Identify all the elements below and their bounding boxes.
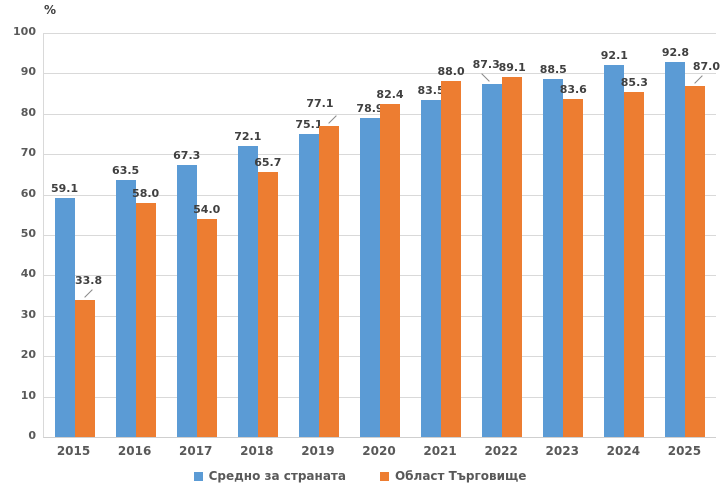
data-label-targovishte-2020: 82.4: [376, 88, 404, 102]
x-tick-label-2025: 2025: [667, 444, 702, 458]
bar-national-average-2015: [54, 198, 75, 437]
bar-national-average-2016: [115, 180, 136, 437]
bar-targovishte-2018: [257, 171, 278, 437]
x-tick-label-2017: 2017: [179, 444, 213, 458]
data-label-national-average-2025: 92.8: [661, 46, 690, 60]
bar-national-average-2020: [360, 118, 380, 437]
y-tick-label: 10: [20, 388, 36, 402]
y-tick-label: 90: [20, 65, 36, 79]
x-tick-label-2021: 2021: [423, 444, 457, 458]
bar-targovishte-2017: [196, 218, 217, 437]
data-label-targovishte-2015: 33.8: [74, 274, 103, 288]
y-tick-label: 60: [20, 186, 36, 200]
y-tick-label: 100: [13, 25, 36, 38]
data-label-targovishte-2021: 88.0: [437, 65, 465, 79]
data-label-national-average-2019: 75.1: [295, 117, 323, 131]
x-tick-label-2016: 2016: [117, 444, 152, 458]
y-tick-label: 70: [20, 146, 36, 160]
data-label-targovishte-2022: 89.1: [498, 61, 526, 75]
bar-national-average-2024: [604, 64, 625, 437]
data-label-national-average-2016: 63.5: [112, 164, 140, 178]
bar-targovishte-2015: [74, 300, 95, 437]
data-label-targovishte-2016: 58.0: [132, 186, 160, 200]
data-label-national-average-2023: 88.5: [539, 63, 567, 77]
data-label-national-average-2018: 72.1: [234, 129, 262, 143]
data-label-targovishte-2025: 87.0: [692, 59, 720, 73]
bar-targovishte-2023: [563, 99, 584, 437]
x-tick-label-2015: 2015: [56, 444, 91, 458]
data-label-targovishte-2018: 65.7: [254, 155, 282, 169]
label-leader-line: [481, 73, 490, 83]
bar-targovishte-2020: [380, 104, 400, 437]
y-tick-label: 80: [20, 105, 36, 119]
y-tick-label: 20: [20, 348, 36, 362]
y-tick-label: 50: [20, 227, 36, 240]
x-tick-label-2018: 2018: [240, 444, 274, 458]
x-tick-label-2019: 2019: [301, 444, 335, 458]
bar-targovishte-2024: [624, 92, 645, 437]
bar-national-average-2022: [482, 84, 503, 437]
bar-targovishte-2016: [135, 202, 156, 437]
legend-swatch-orange-icon: [379, 471, 389, 481]
bar-targovishte-2022: [502, 77, 523, 437]
bar-targovishte-2021: [441, 81, 462, 437]
legend-label-targovishte: Област Търговище: [394, 469, 527, 483]
data-label-national-average-2017: 67.3: [173, 149, 201, 163]
data-label-targovishte-2019: 77.1: [306, 96, 334, 110]
data-label-national-average-2022: 87.3: [472, 58, 500, 72]
y-axis-unit-label: %: [44, 3, 57, 17]
legend-swatch-blue-icon: [193, 471, 203, 481]
bar-targovishte-2019: [318, 125, 339, 437]
label-leader-line: [694, 74, 704, 84]
data-label-targovishte-2024: 85.3: [620, 76, 648, 90]
legend-label-national-average: Средно за страната: [208, 469, 346, 483]
y-tick-label: 0: [28, 429, 36, 442]
gridline: [44, 73, 716, 75]
bar-national-average-2019: [298, 133, 319, 437]
bar-targovishte-2025: [685, 85, 706, 437]
data-label-targovishte-2023: 83.6: [559, 83, 587, 97]
legend-item-targovishte: Област Търговище: [379, 469, 527, 483]
data-label-national-average-2024: 92.1: [600, 48, 628, 62]
plot-area: 59.1 63.5 67.3 72.1 75.1 78.9 83.5 87.3 88.5 92.1…: [43, 33, 720, 438]
x-tick-label-2023: 2023: [545, 444, 579, 458]
bar-national-average-2023: [543, 79, 564, 437]
bar-national-average-2017: [176, 165, 197, 437]
data-label-national-average-2015: 59.1: [50, 182, 79, 196]
x-tick-label-2020: 2020: [362, 444, 396, 458]
legend-item-national-average: Средно за страната: [193, 469, 346, 483]
legend: Средно за страната Област Търговище: [0, 469, 720, 483]
x-tick-label-2022: 2022: [484, 444, 518, 458]
y-tick-label: 40: [20, 267, 36, 281]
gridline: [44, 33, 716, 34]
data-label-national-average-2021: 83.5: [417, 83, 445, 97]
data-label-national-average-2020: 78.9: [356, 102, 384, 116]
label-leader-line: [83, 289, 93, 299]
y-tick-label: 30: [20, 307, 36, 321]
bar-national-average-2021: [421, 99, 442, 437]
x-tick-label-2024: 2024: [606, 444, 641, 458]
data-label-targovishte-2017: 54.0: [193, 202, 221, 216]
bar-national-average-2025: [665, 62, 686, 437]
bar-national-average-2018: [237, 145, 258, 437]
